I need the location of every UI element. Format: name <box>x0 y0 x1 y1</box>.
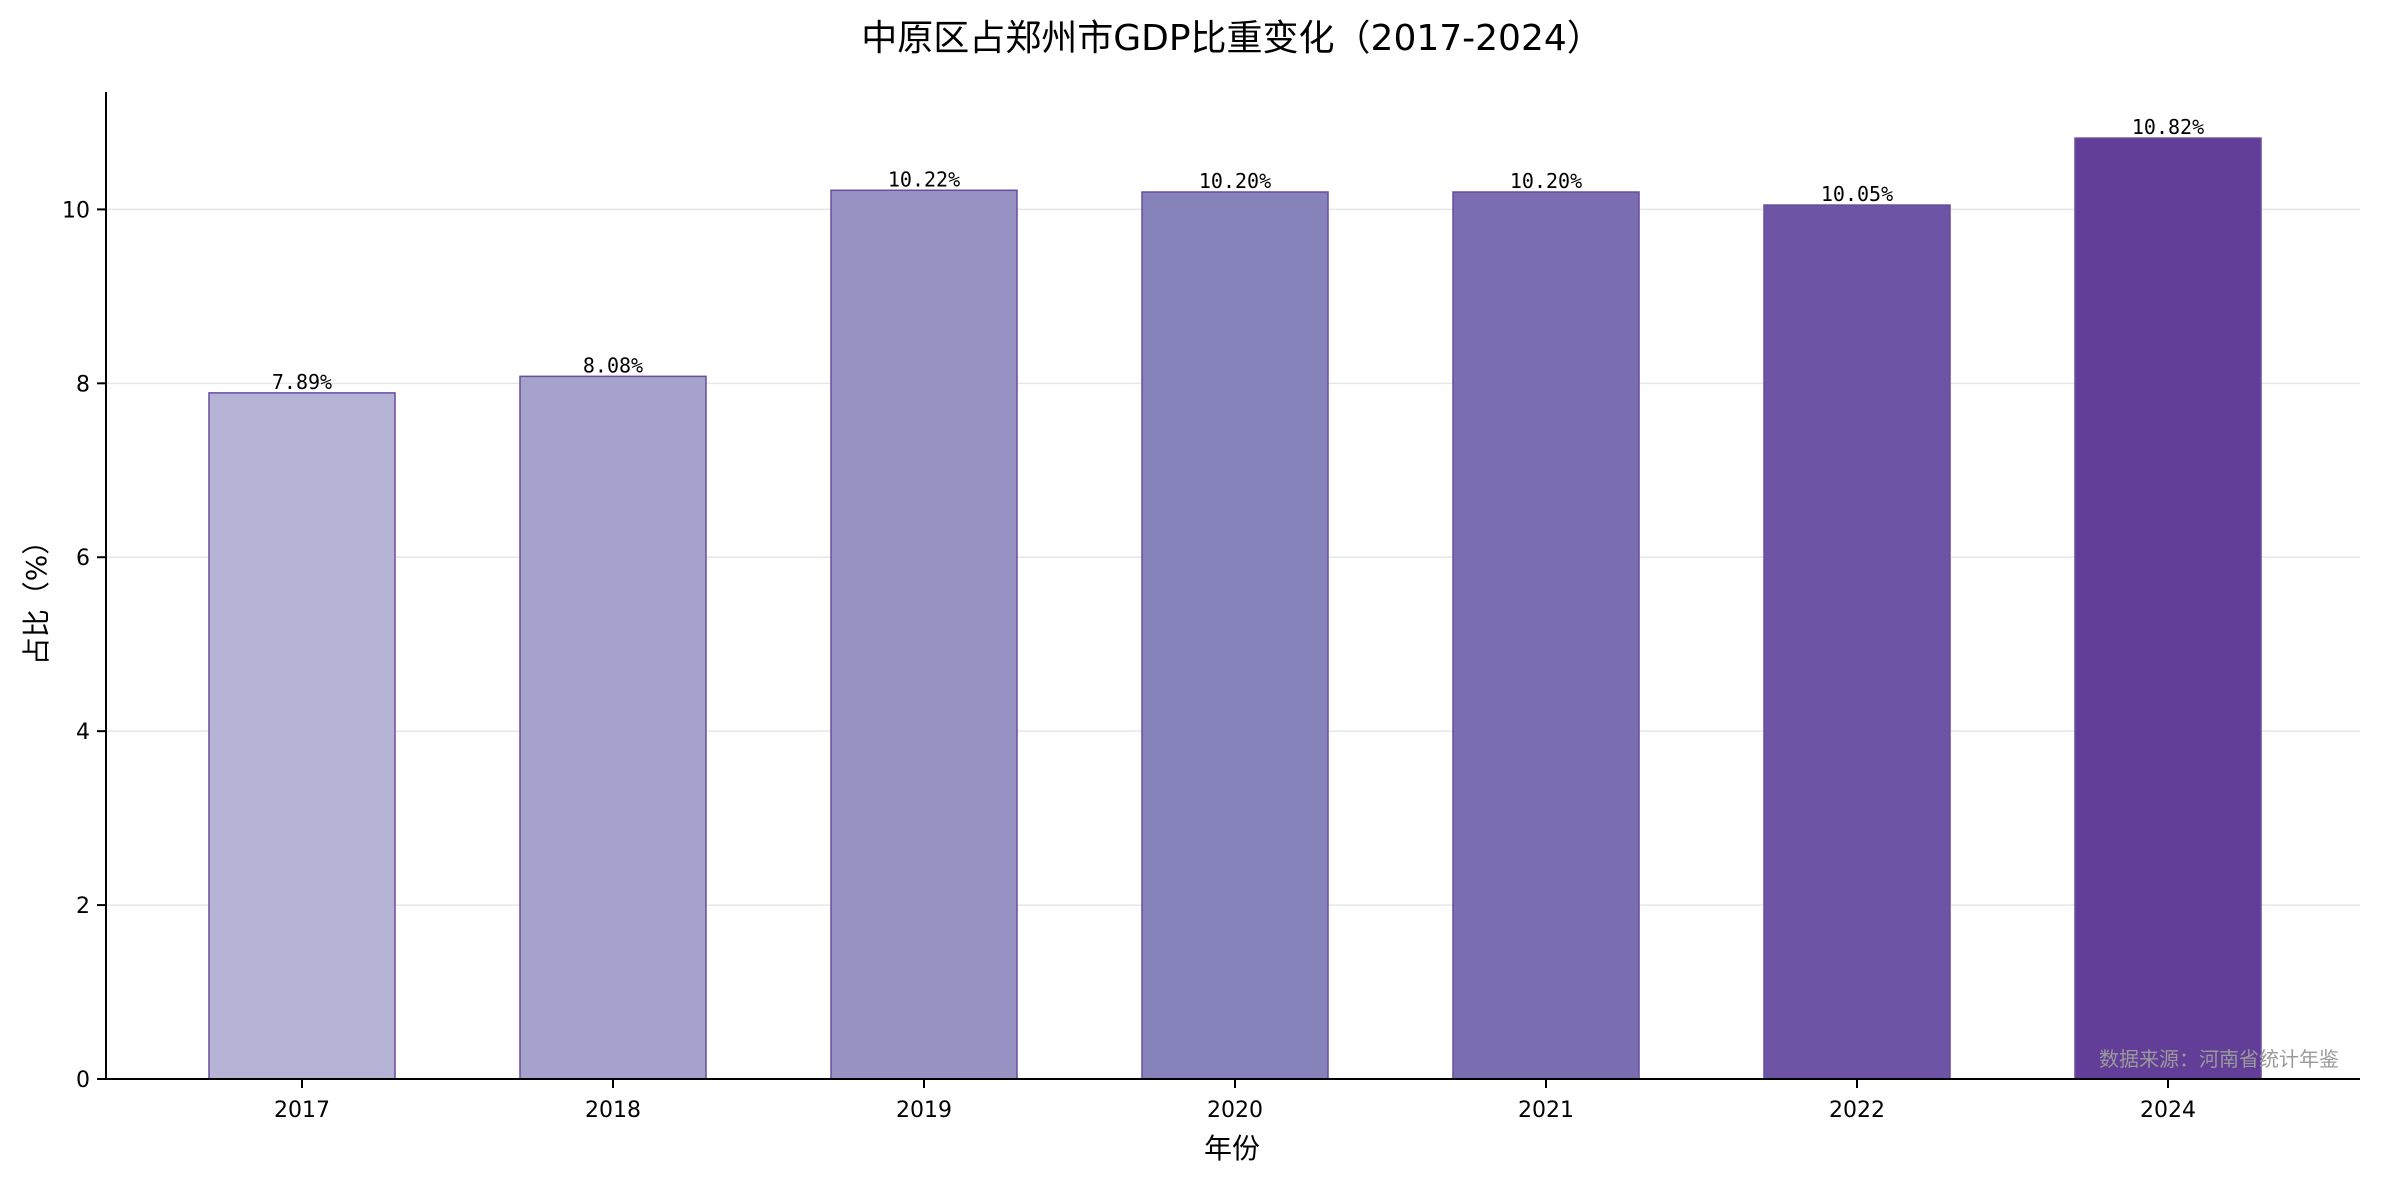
source-annotation: 数据来源：河南省统计年鉴 <box>2099 1047 2339 1071</box>
data-label-2017: 7.89% <box>272 370 332 394</box>
x-tick-label: 2019 <box>896 1098 952 1123</box>
data-label-2019: 10.22% <box>888 167 960 191</box>
data-label-2020: 10.20% <box>1199 169 1271 193</box>
bar-2022 <box>1763 204 1951 1080</box>
bars <box>208 137 2262 1080</box>
y-tick-label: 6 <box>76 546 90 571</box>
data-label-2022: 10.05% <box>1821 182 1893 206</box>
y-tick-label: 2 <box>76 894 90 919</box>
data-label-2024: 10.82% <box>2132 115 2204 139</box>
bar-2017 <box>208 392 396 1080</box>
y-tick-label: 0 <box>76 1068 90 1093</box>
data-label-2018: 8.08% <box>583 353 643 377</box>
bar-2020 <box>1141 191 1329 1080</box>
x-axis-label: 年份 <box>1204 1132 1260 1165</box>
x-tick-label: 2024 <box>2140 1098 2196 1123</box>
y-tick-label: 8 <box>76 372 90 397</box>
data-label-2021: 10.20% <box>1510 169 1582 193</box>
bar-2019 <box>830 189 1018 1080</box>
y-tick-label: 4 <box>76 720 90 745</box>
bar-2024 <box>2074 137 2262 1080</box>
x-tick-label: 2020 <box>1207 1098 1263 1123</box>
data-labels: 7.89% 8.08% 10.22% 10.20% 10.20% 10.05% 10.82% <box>272 115 2204 394</box>
y-axis-label: 占比（%） <box>20 527 53 666</box>
x-tick-label: 2018 <box>585 1098 641 1123</box>
chart-title: 中原区占郑州市GDP比重变化（2017-2024） <box>861 18 1603 59</box>
x-tick-label: 2017 <box>274 1098 330 1123</box>
bar-2018 <box>519 375 707 1080</box>
x-tick-label: 2022 <box>1829 1098 1885 1123</box>
bar-2021 <box>1452 191 1640 1080</box>
x-axis-ticks: 2017 2018 2019 2020 2021 2022 2024 <box>274 1079 2196 1123</box>
x-tick-label: 2021 <box>1518 1098 1574 1123</box>
y-axis-ticks: 0 2 4 6 8 10 <box>62 198 106 1093</box>
y-tick-label: 10 <box>62 198 90 223</box>
